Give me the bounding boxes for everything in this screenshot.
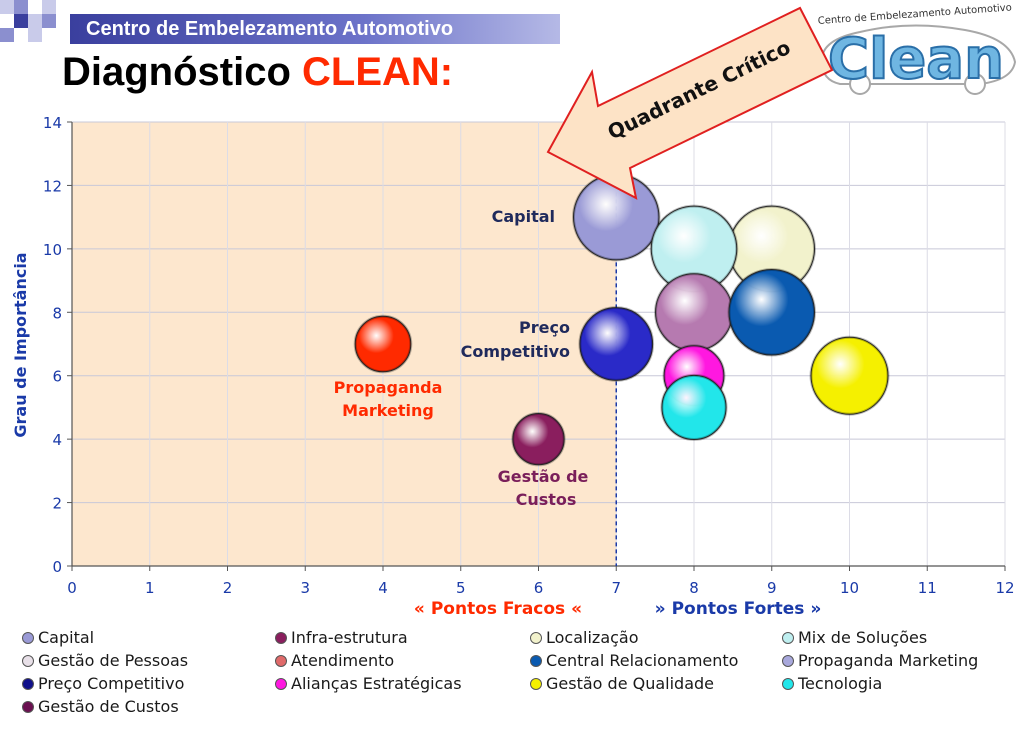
legend-marker-icon xyxy=(530,678,542,690)
x-axis-label-left: « Pontos Fracos « xyxy=(414,599,582,619)
legend-marker-icon xyxy=(22,632,34,644)
y-tick-label: 0 xyxy=(52,558,62,576)
corner-decoration xyxy=(0,0,70,44)
annotation-custos: Custos xyxy=(516,490,577,509)
bubble-shade xyxy=(353,314,413,374)
x-tick-label: 10 xyxy=(840,579,859,597)
critical-quadrant-area xyxy=(72,122,617,566)
y-tick-label: 8 xyxy=(52,304,62,322)
x-tick-label: 3 xyxy=(300,579,310,597)
bubble-shade xyxy=(578,306,655,382)
legend-item: Atendimento xyxy=(275,651,394,670)
critical-quadrant-callout: Quadrante Crítico xyxy=(546,6,834,200)
y-tick-label: 12 xyxy=(43,177,62,195)
org-title-bar: Centro de Embelezamento Automotivo xyxy=(70,14,560,44)
bubble-shade xyxy=(727,268,817,357)
legend-item: Capital xyxy=(22,628,94,647)
bubble-gest-o-de-qualidade xyxy=(810,336,889,415)
x-tick-label: 11 xyxy=(918,579,937,597)
legend-item: Gestão de Custos xyxy=(22,697,179,716)
y-axis-label: Grau de Importância xyxy=(11,252,30,437)
x-tick-label: 12 xyxy=(995,579,1014,597)
y-tick-label: 10 xyxy=(43,241,62,259)
legend-item: Central Relacionamento xyxy=(530,651,738,670)
legend-item: Tecnologia xyxy=(782,674,882,693)
legend-label: Mix de Soluções xyxy=(798,628,928,647)
legend-label: Alianças Estratégicas xyxy=(291,674,462,693)
legend-item: Alianças Estratégicas xyxy=(275,674,462,693)
bubble-labels: Capital Preço Competitivo Propaganda Mar… xyxy=(334,207,589,509)
y-tick-label: 6 xyxy=(52,368,62,386)
legend-label: Tecnologia xyxy=(798,674,883,693)
legend-marker-icon xyxy=(782,678,794,690)
bubble-shade xyxy=(809,335,890,416)
bubble-pre-o-competitivo xyxy=(579,307,654,381)
x-tick-label: 5 xyxy=(456,579,466,597)
x-tick-label: 2 xyxy=(223,579,233,597)
legend-item: Localização xyxy=(530,628,639,647)
legend-label: Propaganda Marketing xyxy=(798,651,979,670)
x-tick-label: 6 xyxy=(534,579,544,597)
legend-item: Infra-estrutura xyxy=(275,628,408,647)
bubble-central-relacionamento xyxy=(728,269,816,356)
y-tick-label: 4 xyxy=(52,431,62,449)
org-name: Centro de Embelezamento Automotivo xyxy=(86,18,454,40)
page-title-main: Diagnóstico xyxy=(62,50,291,94)
legend-marker-icon xyxy=(782,655,794,667)
legend-marker-icon xyxy=(22,678,34,690)
legend-label: Central Relacionamento xyxy=(546,651,739,670)
x-tick-label: 4 xyxy=(378,579,388,597)
legend-marker-icon xyxy=(530,655,542,667)
legend-label: Gestão de Qualidade xyxy=(546,674,715,693)
x-tick-label: 7 xyxy=(611,579,621,597)
annotation-capital: Capital xyxy=(492,207,555,226)
legend-label: Capital xyxy=(38,628,95,647)
legend-marker-icon xyxy=(275,678,287,690)
logo-wordmark: Clean xyxy=(828,27,1004,92)
legend-item: Mix de Soluções xyxy=(782,628,927,647)
legend-marker-icon xyxy=(22,655,34,667)
x-axis-label-right: » Pontos Fortes » xyxy=(655,599,822,619)
bubble-shade xyxy=(660,373,728,442)
legend-label: Preço Competitivo xyxy=(38,674,185,693)
y-tick-label: 2 xyxy=(52,495,62,513)
y-tick-label: 14 xyxy=(43,114,62,132)
legend-label: Infra-estrutura xyxy=(291,628,408,647)
x-tick-label: 1 xyxy=(145,579,155,597)
legend-marker-icon xyxy=(275,655,287,667)
clean-logo: Centro de Embelezamento Automotivo Clean xyxy=(817,2,1017,95)
legend-marker-icon xyxy=(22,701,34,713)
annotation-preco: Preço xyxy=(519,318,570,337)
annotation-competitivo: Competitivo xyxy=(461,342,570,361)
legend-marker-icon xyxy=(530,632,542,644)
page-title: Diagnóstico CLEAN: xyxy=(62,50,453,95)
x-tick-label: 0 xyxy=(67,579,77,597)
x-tick-label: 8 xyxy=(689,579,699,597)
legend-marker-icon xyxy=(782,632,794,644)
bubble-gest-o-de-custos xyxy=(512,412,565,466)
legend-label: Localização xyxy=(546,628,639,647)
bubble-shade xyxy=(511,411,566,467)
annotation-propaganda: Propaganda xyxy=(334,378,443,397)
annotation-gestao-de: Gestão de xyxy=(498,467,589,486)
bubbles xyxy=(353,172,890,467)
legend-item: Gestão de Qualidade xyxy=(530,674,714,693)
legend: Capital Infra-estrutura Localização Mix de … xyxy=(22,628,1022,728)
annotation-marketing: Marketing xyxy=(342,401,434,420)
legend-item: Propaganda Marketing xyxy=(782,651,978,670)
legend-item: Gestão de Pessoas xyxy=(22,651,188,670)
legend-label: Gestão de Pessoas xyxy=(38,651,189,670)
legend-label: Atendimento xyxy=(291,651,395,670)
legend-marker-icon xyxy=(275,632,287,644)
legend-item: Preço Competitivo xyxy=(22,674,184,693)
legend-label: Gestão de Custos xyxy=(38,697,179,716)
bubble-tecnologia xyxy=(661,374,727,441)
bubble-propaganda-marketing xyxy=(354,315,412,373)
page-title-accent: CLEAN: xyxy=(302,50,454,94)
x-tick-label: 9 xyxy=(767,579,777,597)
